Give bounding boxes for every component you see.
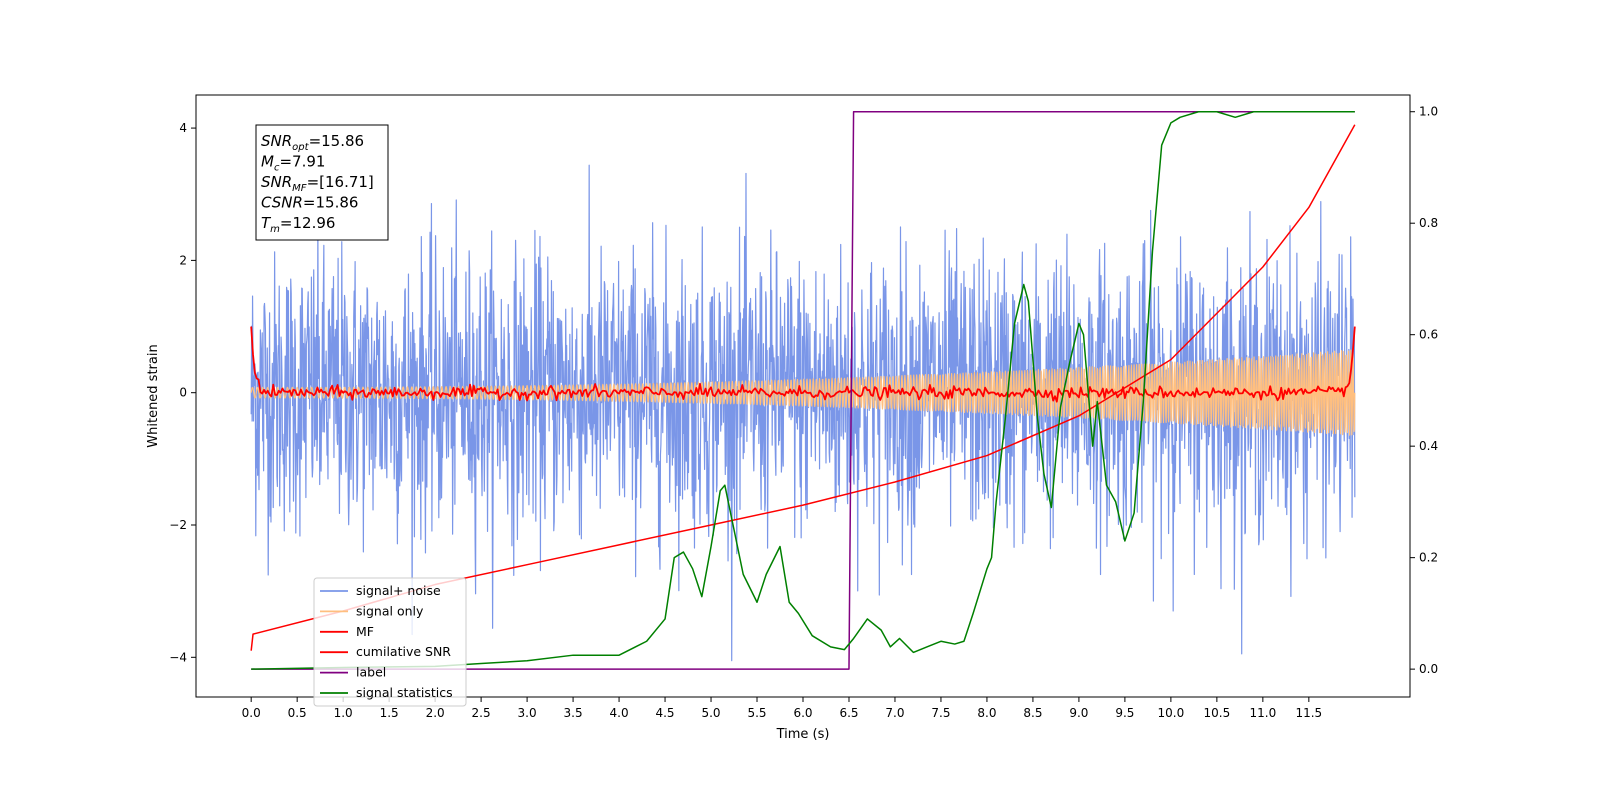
legend: signal+ noise signal only MF cumilative SNR… — [313, 577, 467, 707]
x-tick-label: 7.0 — [885, 706, 904, 720]
annotation-subscript: c — [274, 163, 280, 174]
left-y-tick-label: 4 — [179, 121, 187, 135]
series-signal-statistics — [251, 110, 1355, 670]
left-y-axis: −4 −2 0 2 4 — [169, 121, 196, 664]
annotation-value: =15.86 — [309, 132, 365, 150]
x-tick-label: 9.5 — [1115, 706, 1134, 720]
right-y-tick-label: 0.2 — [1419, 551, 1438, 565]
annotation-variable: CSNR — [261, 194, 303, 212]
legend-label: MF — [356, 624, 374, 639]
x-tick-label: 6.5 — [839, 706, 858, 720]
left-y-tick-label: −4 — [169, 650, 187, 664]
series-label — [251, 110, 1355, 670]
x-tick-label: 1.5 — [380, 706, 399, 720]
x-tick-label: 9.0 — [1069, 706, 1088, 720]
legend-label: signal only — [356, 603, 424, 618]
annotation-box: SNRopt=15.86Mc=7.91SNRMF=[16.71]CSNR=15.… — [255, 124, 389, 241]
right-y-axis: 0.0 0.2 0.4 0.6 0.8 1.0 — [1410, 105, 1438, 676]
annotation-line: Tm=12.96 — [261, 214, 335, 235]
annotation-variable: M — [261, 153, 274, 171]
annotation-line: SNRopt=15.86 — [261, 132, 364, 153]
x-tick-label: 0.5 — [288, 706, 307, 720]
annotation-line: SNRMF=[16.71] — [261, 173, 374, 194]
x-tick-label: 2.0 — [426, 706, 445, 720]
x-tick-label: 1.0 — [334, 706, 353, 720]
left-y-tick-label: 2 — [179, 253, 187, 267]
x-tick-label: 10.0 — [1158, 706, 1185, 720]
x-tick-label: 5.5 — [747, 706, 766, 720]
annotation-subscript: m — [270, 224, 280, 235]
annotation-value: =7.91 — [279, 153, 325, 171]
annotation-subscript: opt — [292, 142, 309, 153]
x-tick-label: 4.0 — [610, 706, 629, 720]
x-tick-label: 8.0 — [977, 706, 996, 720]
right-y-tick-label: 0.4 — [1419, 439, 1438, 453]
annotation-line: CSNR=15.86 — [261, 194, 358, 212]
legend-frame — [313, 577, 467, 707]
x-tick-label: 10.5 — [1204, 706, 1231, 720]
x-axis-label: Time (s) — [776, 727, 830, 742]
annotation-value: =[16.71] — [307, 173, 374, 191]
annotation-line: Mc=7.91 — [261, 153, 325, 174]
x-tick-label: 8.5 — [1023, 706, 1042, 720]
x-tick-label: 3.5 — [564, 706, 583, 720]
right-y-tick-label: 1.0 — [1419, 105, 1438, 119]
y-axis-label: Whitened strain — [146, 344, 161, 447]
right-y-tick-label: 0.8 — [1419, 216, 1438, 230]
annotation-subscript: MF — [292, 183, 307, 194]
left-y-tick-label: 0 — [179, 386, 187, 400]
annotation-variable: T — [261, 214, 272, 232]
left-y-tick-label: −2 — [169, 518, 187, 532]
x-tick-label: 5.0 — [701, 706, 720, 720]
x-tick-label: 7.5 — [931, 706, 950, 720]
x-tick-label: 6.0 — [793, 706, 812, 720]
x-tick-label: 4.5 — [655, 706, 674, 720]
annotation-value: =15.86 — [303, 194, 359, 212]
x-tick-label: 2.5 — [472, 706, 491, 720]
x-axis: 0.0 0.5 1.0 1.5 2.0 2.5 3.0 3.5 4.0 4.5 5.0 5.5 6.0 6… — [242, 697, 1322, 720]
legend-label: signal+ noise — [356, 583, 441, 598]
annotation-variable: SNR — [261, 132, 292, 150]
annotation-value: =12.96 — [280, 214, 336, 232]
x-tick-label: 11.0 — [1249, 706, 1276, 720]
right-y-tick-label: 0.6 — [1419, 328, 1438, 342]
legend-label: signal statistics — [356, 685, 453, 700]
legend-label: label — [356, 665, 386, 680]
annotation-variable: SNR — [261, 173, 292, 191]
annotation-frame — [255, 124, 389, 241]
legend-label: cumilative SNR — [356, 644, 451, 659]
right-y-tick-label: 0.0 — [1419, 662, 1438, 676]
series-mf — [250, 326, 1356, 403]
x-tick-label: 11.5 — [1295, 706, 1322, 720]
x-tick-label: 3.0 — [518, 706, 537, 720]
x-tick-label: 0.0 — [242, 706, 261, 720]
